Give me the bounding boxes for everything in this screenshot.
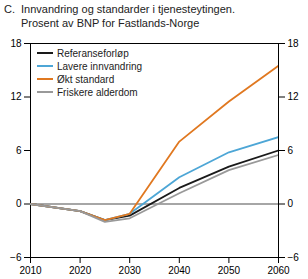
svg-text:18: 18 [10,37,22,48]
svg-text:18: 18 [288,37,300,48]
svg-text:12: 12 [288,91,300,102]
svg-text:2040: 2040 [168,264,191,275]
html-text:Innvandring og standarder i tj: Innvandring og standarder i tjenesteytin… [21,3,235,15]
svg-text:0: 0 [288,198,294,209]
svg-text:2030: 2030 [119,264,142,275]
svg-text:2020: 2020 [69,264,92,275]
html-text:Referanseforløp: Referanseforløp [57,47,129,59]
html-text:C.: C. [4,3,15,15]
svg-text:6: 6 [16,144,22,155]
html-text:Friskere alderdom: Friskere alderdom [57,86,138,98]
html-text:Lavere innvandring: Lavere innvandring [57,60,143,72]
svg-text:2010: 2010 [19,264,42,275]
html-text:Prosent av BNP for Fastlands-N: Prosent av BNP for Fastlands-Norge [21,16,200,29]
html-text:Økt standard: Økt standard [57,73,115,85]
svg-text:−6: −6 [10,251,22,262]
svg-text:0: 0 [16,198,22,209]
svg-text:2050: 2050 [218,264,241,275]
svg-text:12: 12 [10,91,22,102]
svg-text:2060: 2060 [267,264,290,275]
svg-text:6: 6 [288,144,294,155]
svg-text:−6: −6 [288,251,300,262]
